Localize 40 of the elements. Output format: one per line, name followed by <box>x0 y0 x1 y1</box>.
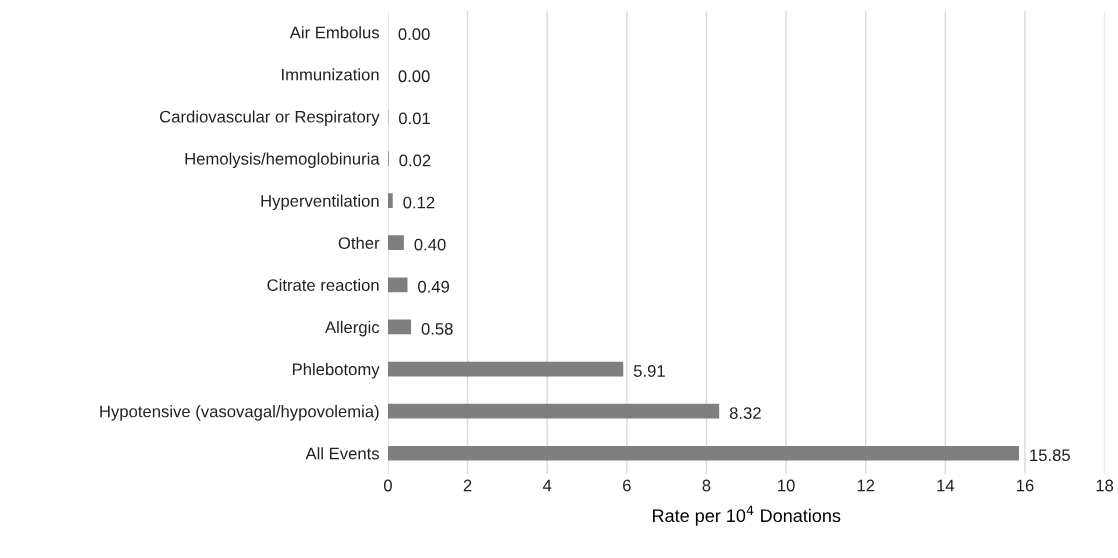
data-label: 0.01 <box>398 112 430 125</box>
bar <box>387 277 408 293</box>
data-label: 0.00 <box>398 28 430 41</box>
y-tick-label: Air Embolus <box>289 26 380 39</box>
y-tick-label: Phlebotomy <box>292 363 380 379</box>
x-tick-label: 16 <box>1016 479 1034 492</box>
data-label: 0.00 <box>398 70 430 83</box>
bar <box>387 445 1019 461</box>
x-axis-title: Rate per 10$^{4}$ Donations <box>653 505 841 526</box>
y-tick-label: Hyperventilation <box>261 194 379 211</box>
bar <box>387 235 404 251</box>
y-tick-label: Other <box>338 236 380 249</box>
bar <box>387 193 393 208</box>
data-label: 15.85 <box>1030 449 1070 462</box>
x-tick-label: 18 <box>1096 479 1114 492</box>
data-label: 0.40 <box>414 238 446 251</box>
data-label: 0.58 <box>421 322 453 335</box>
y-tick-label: Cardiovascular or Respiratory <box>160 110 380 126</box>
bar <box>387 403 720 419</box>
data-label: 0.02 <box>399 154 431 167</box>
data-label: 0.12 <box>403 196 435 209</box>
y-tick-label: Immunization <box>282 68 379 81</box>
x-tick-label: 6 <box>623 479 631 492</box>
data-label: 8.32 <box>729 407 761 419</box>
x-tick-label: 2 <box>463 479 472 492</box>
x-tick-label: 0 <box>383 479 392 492</box>
y-tick-label: Hemolysis/hemoglobinuria <box>185 152 380 169</box>
x-tick-label: 12 <box>857 479 875 492</box>
bar <box>387 319 412 335</box>
y-tick-label: Hypotensive (vasovagal/hypovolemia) <box>100 405 379 421</box>
x-tick-label: 4 <box>542 479 552 492</box>
y-tick-label: All Events <box>305 447 380 460</box>
x-tick-label: 14 <box>937 479 955 492</box>
bar <box>387 361 624 377</box>
x-tick-label: 8 <box>702 479 711 492</box>
y-tick-label: Allergic <box>325 320 380 337</box>
data-label: 0.49 <box>418 280 450 293</box>
y-tick-label: Citrate reaction <box>267 278 379 292</box>
data-label: 5.91 <box>633 365 665 377</box>
x-tick-label: 10 <box>778 479 795 492</box>
